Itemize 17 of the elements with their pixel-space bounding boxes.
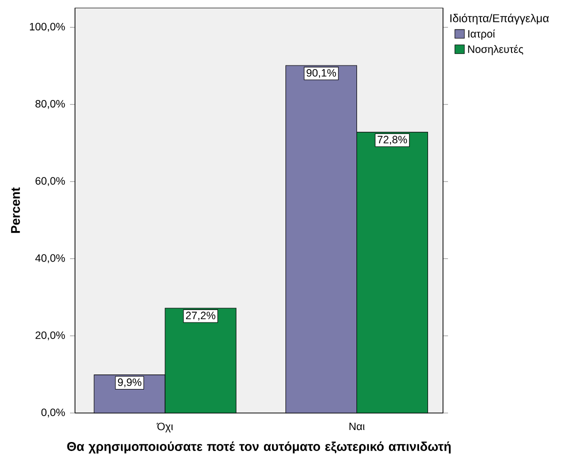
data-label: 9,9% <box>118 378 142 388</box>
y-tick-label: 60,0% <box>36 177 65 186</box>
x-tick-label: Ναι <box>350 422 365 430</box>
x-axis-title: Θα χρησιμοποιούσατε ποτέ τον αυτόματο εξωτερικό απινιδωτή <box>67 442 451 454</box>
y-tick-label: 40,0% <box>35 254 65 264</box>
legend-title: Ιδιότητα/Επάγγελμα <box>450 14 549 24</box>
x-tick-label: Όχι <box>156 422 173 432</box>
y-axis-title: Percent <box>11 187 20 233</box>
data-label: 90,1% <box>306 69 336 78</box>
y-tick-label: 0,0% <box>41 408 65 418</box>
data-label: 72,8% <box>378 136 407 145</box>
y-tick-label: 100,0% <box>30 22 65 32</box>
legend-label: Νοσηλευτές <box>468 44 524 56</box>
y-tick-label: 80,0% <box>36 100 65 109</box>
legend-label: Ιατροί <box>468 29 495 40</box>
y-tick-label: 20,0% <box>36 331 65 340</box>
data-label: 27,2% <box>186 312 216 320</box>
